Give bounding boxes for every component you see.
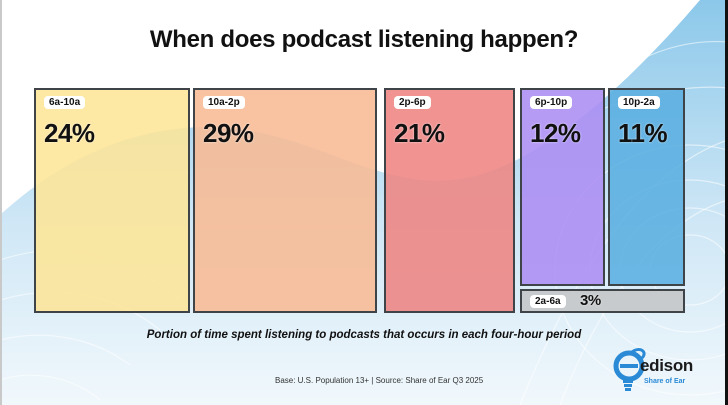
time-period-label: 6a-10a <box>44 96 86 109</box>
treemap-box-2p-6p: 2p-6p 21% <box>384 88 515 313</box>
treemap-box-2a-6a: 2a-6a 3% <box>520 289 685 313</box>
time-period-label: 10p-2a <box>618 96 660 109</box>
chart-title: When does podcast listening happen? <box>149 26 579 53</box>
edison-logo: edison Share of Ear <box>612 348 712 396</box>
share-value: 12% <box>530 118 581 148</box>
share-value: 24% <box>44 118 95 148</box>
time-period-label: 2p-6p <box>394 96 431 109</box>
frame-left-edge <box>0 0 2 405</box>
source-note: Base: U.S. Population 13+ | Source: Shar… <box>275 376 484 385</box>
frame-right-edge <box>725 0 728 405</box>
edison-lightbulb-logo-icon <box>613 348 646 391</box>
treemap-box-10a-2p: 10a-2p 29% <box>193 88 377 313</box>
share-value: 11% <box>618 118 668 148</box>
chart-subtitle: Portion of time spent listening to podca… <box>146 329 582 341</box>
treemap-box-10p-2a: 10p-2a 11% <box>608 88 685 286</box>
time-period-label: 10a-2p <box>203 96 245 109</box>
treemap-box-6a-10a: 6a-10a 24% <box>34 88 190 313</box>
time-period-label: 6p-10p <box>530 96 573 109</box>
share-value: 21% <box>394 118 445 148</box>
time-period-label: 2a-6a <box>530 295 566 308</box>
logo-wordmark: edison <box>640 356 693 375</box>
logo-tagline: Share of Ear <box>644 378 686 385</box>
treemap-box-6p-10p: 6p-10p 12% <box>520 88 605 286</box>
share-value: 3% <box>580 292 601 309</box>
share-value: 29% <box>203 118 254 148</box>
